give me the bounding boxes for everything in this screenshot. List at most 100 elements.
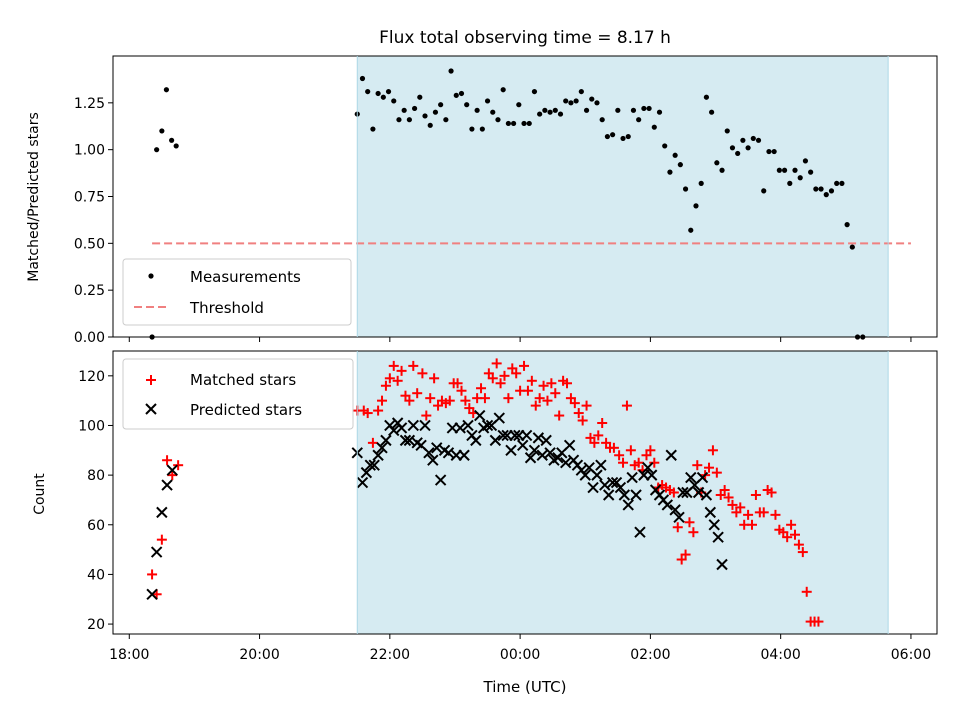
predicted-star-point — [677, 486, 689, 499]
measurement-point — [589, 96, 595, 102]
matched-star-point — [813, 616, 824, 627]
predicted-star-point — [427, 454, 439, 466]
matched-star-point — [593, 430, 604, 441]
matched-star-point — [750, 489, 761, 500]
bottom-ytick-label: 60 — [87, 518, 105, 534]
matched-star-point — [727, 499, 738, 510]
predicted-star-point — [462, 419, 474, 432]
matched-star-point — [511, 368, 522, 379]
predicted-star-point — [700, 489, 713, 501]
measurement-point — [672, 152, 678, 158]
matched-star-point — [417, 368, 428, 379]
predicted-star-point — [520, 429, 533, 442]
measurement-point — [505, 120, 511, 127]
matched-star-point — [786, 519, 797, 530]
predicted-star-point — [673, 511, 685, 524]
matched-star-point — [380, 380, 391, 391]
measurement-point — [159, 128, 165, 134]
bottom-ytick-label: 100 — [78, 418, 105, 434]
matched-star-point — [444, 395, 455, 406]
matched-star-point — [680, 549, 691, 560]
top-legend: Measurements Threshold — [122, 258, 352, 326]
measurement-point — [537, 111, 543, 117]
measurement-point — [719, 167, 725, 173]
predicted-star-point — [431, 442, 443, 454]
measurement-point — [834, 180, 840, 186]
measurement-point — [797, 175, 803, 181]
matched-star-point — [408, 360, 419, 371]
measurement-point — [557, 111, 564, 117]
predicted-star-point — [716, 558, 728, 571]
top-ytick-label: 0.00 — [74, 330, 105, 346]
measurement-point — [521, 120, 527, 127]
matched-star-point — [156, 534, 167, 545]
measurement-point — [552, 107, 558, 113]
measurement-point — [636, 117, 642, 123]
measurement-point — [740, 137, 746, 143]
matched-star-point — [707, 445, 718, 456]
predicted-star-point — [661, 499, 674, 511]
matched-star-point — [692, 460, 703, 471]
predicted-star-point — [403, 434, 416, 447]
top-panel: 0.00 0.25 0.50 0.75 1.00 1.25 Flux total obse… — [26, 28, 938, 346]
measurement-point — [630, 107, 637, 113]
measurement-point — [448, 68, 454, 74]
predicted-star-point — [470, 434, 482, 447]
matched-star-point — [672, 522, 683, 533]
measurement-point — [573, 98, 579, 104]
measurement-point — [656, 109, 663, 115]
predicted-star-point — [645, 469, 658, 481]
measurement-point — [677, 162, 683, 168]
measurement-point — [709, 109, 715, 115]
predicted-star-point — [458, 449, 470, 461]
predicted-star-point — [505, 444, 517, 457]
measurement-point — [458, 90, 465, 97]
top-y-axis-label: Matched/Predicted stars — [26, 112, 42, 282]
matched-star-point — [608, 442, 619, 453]
predicted-star-point — [419, 419, 431, 432]
measurement-point — [516, 102, 522, 108]
top-ytick-label: 1.25 — [74, 96, 105, 112]
bottom-y-axis-label: Count — [32, 473, 48, 515]
legend-predicted-label: Predicted stars — [190, 401, 302, 419]
matched-star-point — [618, 457, 629, 468]
measurement-point — [750, 135, 756, 142]
matched-star-point — [522, 385, 533, 396]
predicted-star-point — [563, 439, 576, 452]
measurement-point — [490, 109, 496, 115]
matched-star-point — [581, 400, 592, 411]
measurement-point — [500, 87, 506, 93]
matched-star-point — [362, 408, 373, 419]
top-ytick-label: 1.00 — [74, 143, 105, 159]
bottom-ytick-label: 120 — [78, 369, 105, 385]
measurement-point — [163, 87, 170, 93]
top-ytick-label: 0.50 — [74, 236, 105, 252]
measurement-point — [844, 222, 850, 228]
predicted-star-point — [587, 481, 599, 494]
matched-star-point — [562, 378, 573, 389]
matched-star-point — [452, 378, 463, 389]
predicted-star-point — [434, 474, 447, 486]
predicted-star-point — [368, 459, 380, 471]
predicted-star-point — [423, 447, 435, 459]
matched-star-point — [404, 395, 415, 406]
measurement-point — [547, 109, 553, 115]
predicted-star-point — [708, 519, 720, 531]
matched-star-point — [597, 417, 608, 428]
matched-star-point — [770, 509, 781, 520]
matched-star-point — [491, 358, 502, 369]
measurement-point — [173, 143, 179, 149]
matched-star-point — [495, 378, 506, 389]
predicted-star-point — [481, 419, 494, 432]
predicted-star-point — [579, 469, 591, 481]
predicted-star-point — [622, 499, 634, 511]
matched-star-point — [797, 547, 808, 558]
predicted-star-point — [595, 459, 607, 471]
predicted-star-point — [618, 489, 631, 501]
bottom-panel: 20 40 60 80 100 120 18:00 20:00 22:00 00:00 02:00… — [32, 350, 938, 696]
matched-star-point — [384, 373, 395, 384]
measurement-point — [422, 113, 428, 119]
predicted-star-point — [630, 489, 642, 501]
predicted-star-point — [540, 434, 552, 447]
measurement-point — [380, 94, 386, 100]
